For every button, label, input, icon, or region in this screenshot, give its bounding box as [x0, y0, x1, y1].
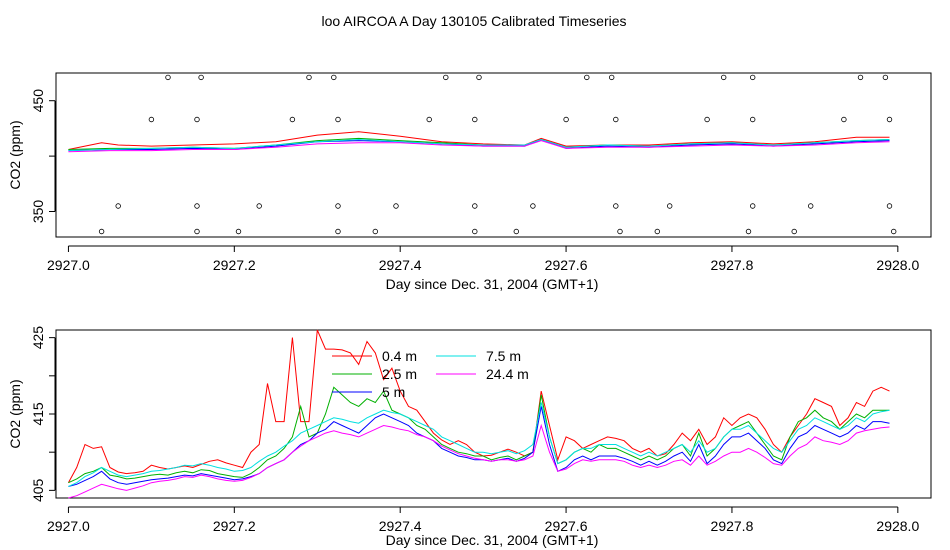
panel-top: 2927.0 2927.2 2927.4 2927.6 2927.8 2928.0 350…	[7, 72, 932, 292]
series-line-5	[68, 140, 890, 153]
chart-title: loo AIRCOA A Day 130105 Calibrated Times…	[321, 13, 626, 29]
series-line-5	[68, 423, 890, 499]
data-point	[891, 228, 897, 235]
data-point	[886, 116, 893, 123]
data-point	[335, 116, 341, 123]
data-point	[750, 203, 756, 209]
series-line-4	[68, 402, 890, 487]
data-point	[609, 74, 615, 81]
x-tick-label: 2927.2	[213, 518, 256, 534]
x-tick-label: 2927.6	[545, 518, 588, 534]
y-tick-label: 415	[30, 402, 46, 426]
data-point	[584, 74, 590, 81]
data-point	[372, 228, 378, 235]
data-point	[289, 116, 296, 123]
series-line-3	[68, 406, 890, 487]
y-tick-label: 405	[30, 478, 46, 502]
data-point	[721, 74, 727, 81]
data-point	[194, 228, 200, 235]
data-point	[472, 203, 478, 209]
data-point	[841, 116, 847, 123]
data-point	[115, 203, 121, 209]
data-point	[750, 116, 756, 123]
data-point	[613, 203, 619, 209]
points-group-top	[98, 74, 897, 235]
x-axis-label-top: Day since Dec. 31, 2004 (GMT+1)	[386, 276, 599, 292]
data-point	[235, 228, 242, 235]
series-line-1	[68, 131, 890, 150]
data-point	[331, 74, 337, 81]
x-tick-label: 2928.0	[876, 257, 919, 273]
legend: 0.4 m 2.5 m 5 m 7.5 m 24.4 m	[332, 348, 529, 400]
data-point	[472, 228, 478, 235]
data-point	[393, 203, 399, 209]
x-axis-label-bottom: Day since Dec. 31, 2004 (GMT+1)	[386, 532, 599, 548]
y-tick-label: 450	[30, 89, 46, 113]
panel-bottom: 2927.0 2927.2 2927.4 2927.6 2927.8 2928.0 405…	[7, 326, 932, 548]
data-point	[857, 74, 864, 81]
data-point	[613, 116, 619, 123]
data-point	[476, 74, 482, 81]
x-tick-label: 2927.2	[213, 257, 256, 273]
data-point	[198, 74, 204, 81]
legend-label: 5 m	[382, 384, 405, 400]
x-tick-label: 2927.6	[545, 257, 588, 273]
data-point	[98, 228, 105, 235]
series-line-2	[68, 386, 890, 484]
y-axis-label-top: CO2 (ppm)	[7, 120, 23, 189]
data-point	[426, 116, 432, 123]
data-point	[617, 228, 623, 235]
data-point	[654, 228, 660, 235]
data-point	[513, 228, 519, 235]
data-point	[750, 74, 756, 81]
x-tick-label: 2927.0	[47, 257, 90, 273]
data-point	[306, 74, 312, 81]
x-tick-label: 2928.0	[876, 518, 919, 534]
x-tick-label: 2927.8	[711, 518, 754, 534]
data-point	[886, 203, 893, 209]
series-group-top	[68, 131, 890, 153]
series-line-4	[68, 138, 890, 152]
y-axis-top: 350 450	[30, 89, 56, 224]
data-point	[704, 116, 710, 123]
data-point	[667, 203, 673, 209]
y-tick-label: 350	[30, 200, 46, 224]
data-point	[472, 116, 478, 123]
data-point	[335, 228, 341, 235]
data-point	[563, 116, 569, 123]
data-point	[335, 203, 341, 209]
data-point	[256, 203, 262, 209]
data-point	[745, 228, 752, 235]
data-point	[443, 74, 449, 81]
series-group-bottom	[67, 329, 890, 499]
data-point	[165, 74, 171, 81]
data-point	[194, 116, 200, 123]
x-tick-label: 2927.4	[379, 518, 422, 534]
y-axis-label-bottom: CO2 (ppm)	[7, 379, 23, 448]
y-tick-label: 425	[30, 326, 46, 350]
legend-label: 24.4 m	[486, 366, 529, 382]
series-line-1	[67, 329, 890, 483]
plot-frame-bottom	[55, 329, 932, 499]
data-point	[194, 203, 200, 209]
data-point	[148, 116, 155, 123]
data-point	[808, 203, 814, 209]
data-point	[530, 203, 536, 209]
x-tick-label: 2927.8	[711, 257, 754, 273]
plot-frame-top	[55, 72, 932, 238]
y-axis-bottom: 405 415 425	[30, 326, 56, 502]
x-axis-bottom: 2927.0 2927.2 2927.4 2927.6 2927.8 2928.0	[47, 506, 919, 534]
legend-label: 0.4 m	[382, 348, 417, 364]
data-point	[791, 228, 797, 235]
legend-label: 2.5 m	[382, 366, 417, 382]
data-point	[882, 74, 889, 81]
x-axis-top: 2927.0 2927.2 2927.4 2927.6 2927.8 2928.0	[47, 245, 919, 273]
x-tick-label: 2927.4	[379, 257, 422, 273]
legend-label: 7.5 m	[486, 348, 521, 364]
x-tick-label: 2927.0	[47, 518, 90, 534]
